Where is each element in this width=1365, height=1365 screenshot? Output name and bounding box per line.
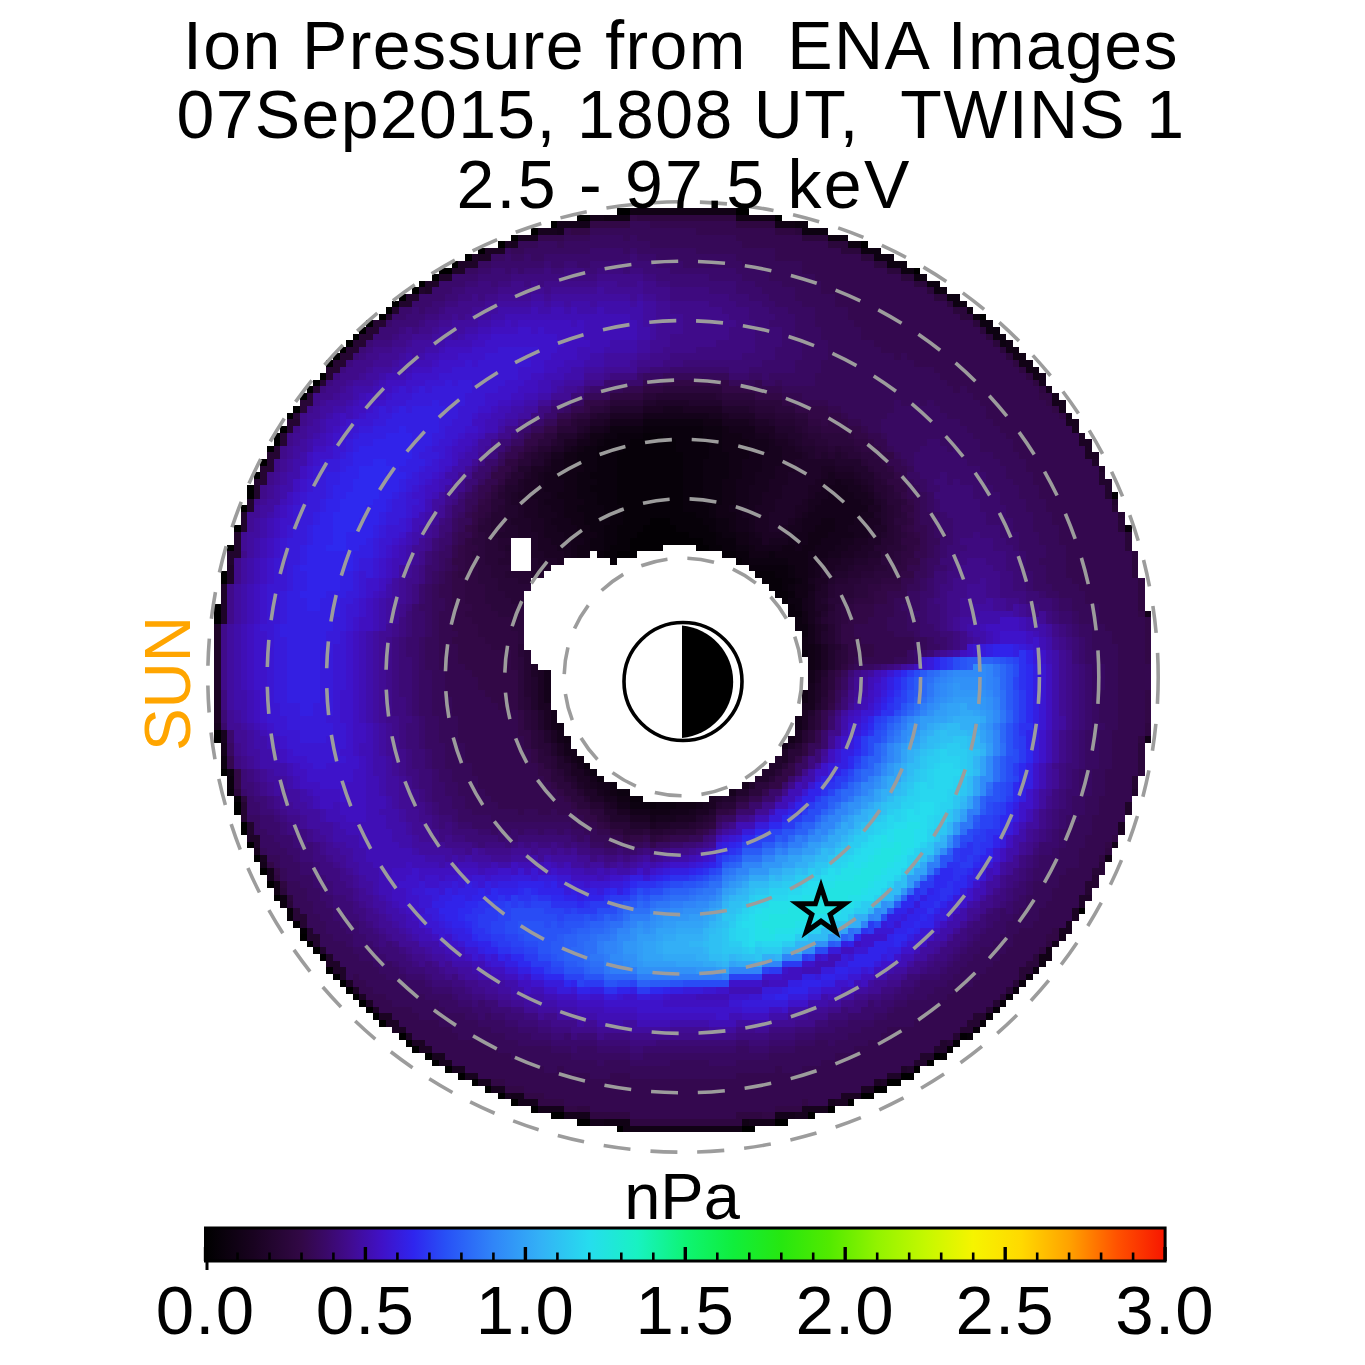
- svg-text:SUN: SUN: [132, 616, 204, 751]
- svg-text:2.0: 2.0: [795, 1272, 895, 1349]
- svg-text:0.5: 0.5: [316, 1272, 416, 1349]
- svg-text:1.0: 1.0: [476, 1272, 576, 1349]
- svg-text:3.0: 3.0: [1115, 1272, 1215, 1349]
- svg-text:2.5: 2.5: [955, 1272, 1055, 1349]
- svg-text:2.5 - 97.5 keV: 2.5 - 97.5 keV: [456, 146, 911, 222]
- svg-text:1.5: 1.5: [636, 1272, 736, 1349]
- svg-text:Ion Pressure from ENA Images: Ion Pressure from ENA Images: [183, 7, 1179, 83]
- svg-text:0.0: 0.0: [156, 1272, 256, 1349]
- svg-text:07Sep2015, 1808 UT, TWINS 1: 07Sep2015, 1808 UT, TWINS 1: [177, 76, 1186, 152]
- svg-text:nPa: nPa: [624, 1160, 741, 1233]
